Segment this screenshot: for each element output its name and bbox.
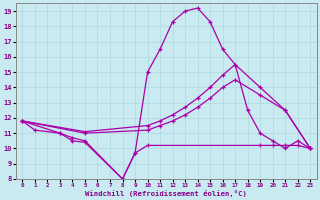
X-axis label: Windchill (Refroidissement éolien,°C): Windchill (Refroidissement éolien,°C): [85, 190, 247, 197]
